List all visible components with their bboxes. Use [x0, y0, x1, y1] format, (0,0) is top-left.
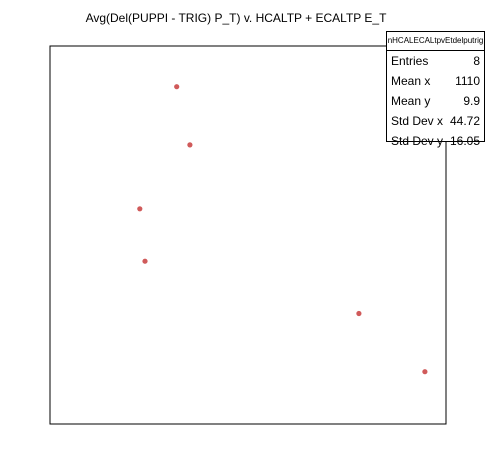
- data-point-4: [142, 258, 148, 264]
- stats-label: Std Dev x: [391, 114, 444, 128]
- stats-value: 9.9: [463, 94, 480, 108]
- stats-row-std-dev-y: Std Dev y 16.05: [387, 131, 484, 151]
- stats-value: 1110: [455, 74, 480, 88]
- stats-label: Mean x: [391, 74, 431, 88]
- stats-row-std-dev-x: Std Dev x 44.72: [387, 111, 484, 131]
- stats-label: Entries: [391, 54, 429, 68]
- plot-frame: [49, 45, 447, 425]
- data-points: [137, 84, 428, 375]
- stats-value: 16.05: [449, 134, 480, 148]
- stats-value: 44.72: [449, 114, 480, 128]
- stats-row-mean-x: Mean x 1110: [387, 71, 484, 91]
- data-point-6: [422, 369, 428, 375]
- stats-box-name: nHCALECALtpvEtdelputrig: [387, 32, 484, 51]
- data-point-2: [187, 142, 193, 148]
- stats-row-entries: Entries 8: [387, 51, 484, 71]
- stats-box: nHCALECALtpvEtdelputrig Entries 8 Mean x…: [386, 31, 485, 148]
- data-point-1: [174, 84, 180, 90]
- stats-label: Mean y: [391, 94, 431, 108]
- data-point-5: [356, 310, 362, 317]
- stats-value: 8: [473, 54, 480, 68]
- data-point-3: [137, 206, 143, 212]
- stats-label: Std Dev y: [391, 134, 444, 148]
- chart-title: Avg(Del(PUPPI - TRIG) P_T) v. HCALTP + E…: [86, 11, 388, 25]
- stats-row-mean-y: Mean y 9.9: [387, 91, 484, 111]
